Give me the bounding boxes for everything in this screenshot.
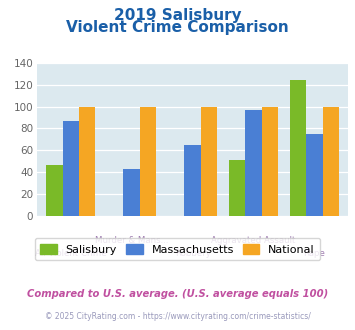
Bar — [46, 165, 62, 216]
Text: Violent Crime Comparison: Violent Crime Comparison — [66, 20, 289, 35]
Bar — [290, 80, 306, 216]
Text: Robbery: Robbery — [175, 249, 211, 258]
Bar — [184, 145, 201, 216]
Text: All Violent Crime: All Violent Crime — [35, 249, 106, 258]
Text: Aggravated Assault: Aggravated Assault — [211, 236, 296, 245]
Bar — [79, 107, 95, 216]
Bar — [229, 160, 245, 216]
Text: 2019 Salisbury: 2019 Salisbury — [114, 8, 241, 23]
Bar — [140, 107, 156, 216]
Text: Compared to U.S. average. (U.S. average equals 100): Compared to U.S. average. (U.S. average … — [27, 289, 328, 299]
Bar — [306, 134, 323, 216]
Bar — [245, 110, 262, 216]
Bar — [323, 107, 339, 216]
Legend: Salisbury, Massachusetts, National: Salisbury, Massachusetts, National — [34, 238, 321, 260]
Text: Murder & Mans...: Murder & Mans... — [95, 236, 168, 245]
Text: Rape: Rape — [304, 249, 325, 258]
Bar — [124, 169, 140, 216]
Bar — [201, 107, 217, 216]
Bar — [62, 121, 79, 216]
Bar — [262, 107, 278, 216]
Text: © 2025 CityRating.com - https://www.cityrating.com/crime-statistics/: © 2025 CityRating.com - https://www.city… — [45, 312, 310, 321]
